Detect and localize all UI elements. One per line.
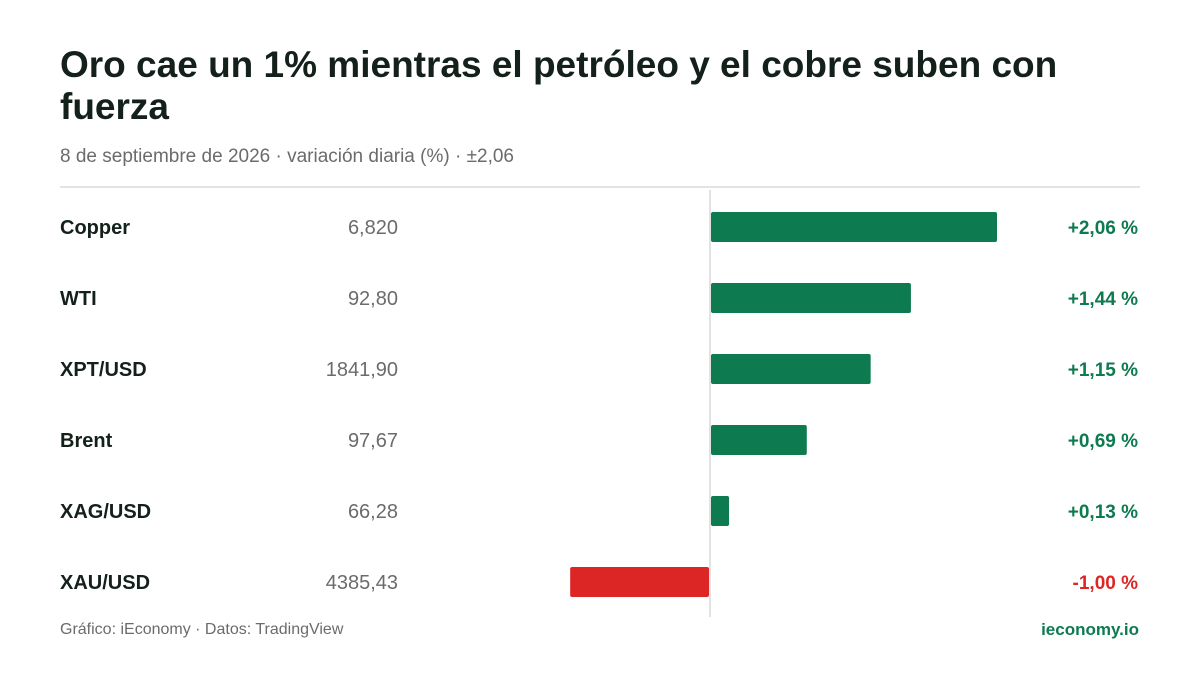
category-label: XAU/USD [60,572,150,594]
value-label: +1,15 % [1068,360,1138,381]
price-label: 6,820 [348,217,398,239]
value-label: +0,69 % [1068,431,1138,452]
header-divider [60,186,1140,188]
category-label: WTI [60,288,97,310]
category-label: Copper [60,217,130,239]
price-label: 92,80 [348,288,398,310]
bar [711,496,730,526]
footer-source: Gráfico: iEconomy · Datos: TradingView [60,621,344,638]
footer-brand[interactable]: ieconomy.io [1041,620,1139,639]
bar [711,283,911,313]
category-label: XAG/USD [60,501,151,523]
price-label: 97,67 [348,430,398,452]
bar [711,212,997,242]
bar [570,567,709,597]
chart-title: Oro cae un 1% mientras el petróleo y el … [60,44,1058,127]
chart-subtitle: 8 de septiembre de 2026 · variación diar… [60,146,514,167]
price-label: 4385,43 [326,572,398,594]
price-label: 66,28 [348,501,398,523]
bar [711,354,871,384]
category-label: Brent [60,430,113,452]
value-label: -1,00 % [1073,573,1139,594]
price-label: 1841,90 [326,359,398,381]
value-label: +0,13 % [1068,502,1138,523]
category-label: XPT/USD [60,359,147,381]
value-label: +1,44 % [1068,289,1138,310]
bar [711,425,807,455]
value-label: +2,06 % [1068,218,1138,239]
